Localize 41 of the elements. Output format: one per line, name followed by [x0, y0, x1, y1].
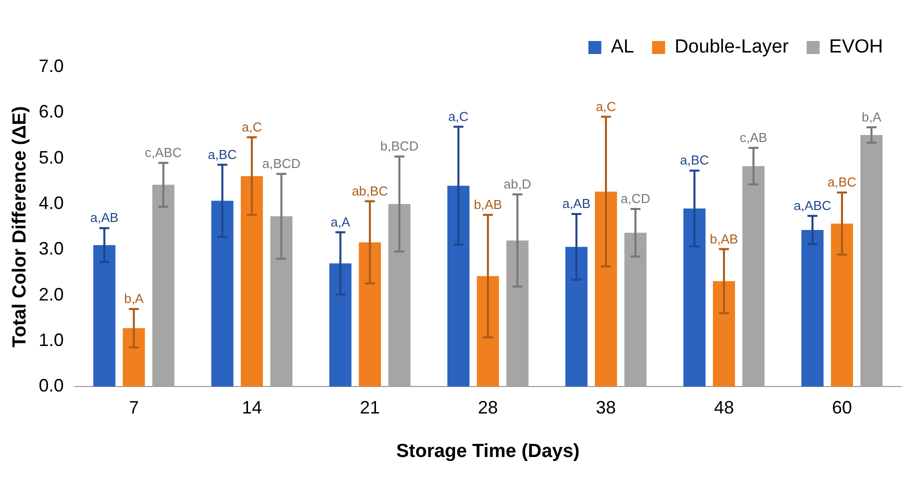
y-tick-label: 7.0 — [38, 56, 64, 76]
x-tick-label: 28 — [478, 397, 498, 418]
annotation: b,AB — [474, 197, 502, 212]
annotation: a,A — [330, 214, 350, 230]
annotation: a,AB — [90, 210, 118, 226]
x-tick-label: 60 — [832, 397, 852, 418]
annotation: b,A — [862, 109, 882, 124]
x-tick-label: 7 — [128, 397, 139, 418]
x-tick-label: 14 — [242, 397, 262, 418]
legend-label: Double-Layer — [674, 36, 790, 58]
annotation: a,CD — [620, 191, 650, 206]
legend-label: AL — [610, 36, 634, 58]
y-tick-label: 0.0 — [38, 376, 64, 396]
annotation: ab,D — [504, 176, 532, 192]
y-tick-label: 6.0 — [38, 102, 64, 122]
x-axis-title: Storage Time (Days) — [396, 440, 580, 462]
y-tick-label: 4.0 — [38, 192, 64, 213]
legend-label: EVOH — [829, 36, 884, 58]
annotation: a,ABC — [794, 198, 832, 213]
annotation: a,AB — [562, 196, 591, 212]
annotation: a,C — [596, 98, 616, 114]
annotation: a,BCD — [262, 156, 301, 171]
annotation: b,AB — [710, 231, 738, 246]
x-tick-label: 38 — [596, 397, 616, 418]
y-tick-label: 3.0 — [38, 238, 64, 259]
annotation: c,AB — [740, 130, 768, 145]
annotation: b,BCD — [380, 138, 419, 154]
y-tick-label: 1.0 — [38, 330, 64, 350]
y-tick-label: 2.0 — [38, 284, 64, 304]
annotation: a,BC — [680, 152, 709, 168]
y-tick-label: 5.0 — [38, 147, 64, 168]
annotation: a,C — [242, 119, 262, 134]
annotation: c,ABC — [144, 144, 182, 160]
annotation: b,A — [124, 291, 144, 306]
annotation: a,BC — [208, 146, 237, 162]
annotation: a,C — [448, 108, 469, 124]
annotation: a,BC — [828, 174, 856, 190]
x-tick-label: 21 — [360, 397, 380, 418]
y-axis-title: Total Color Difference (ΔE) — [10, 106, 31, 348]
annotation: ab,BC — [352, 183, 388, 198]
x-tick-label: 48 — [714, 397, 734, 418]
